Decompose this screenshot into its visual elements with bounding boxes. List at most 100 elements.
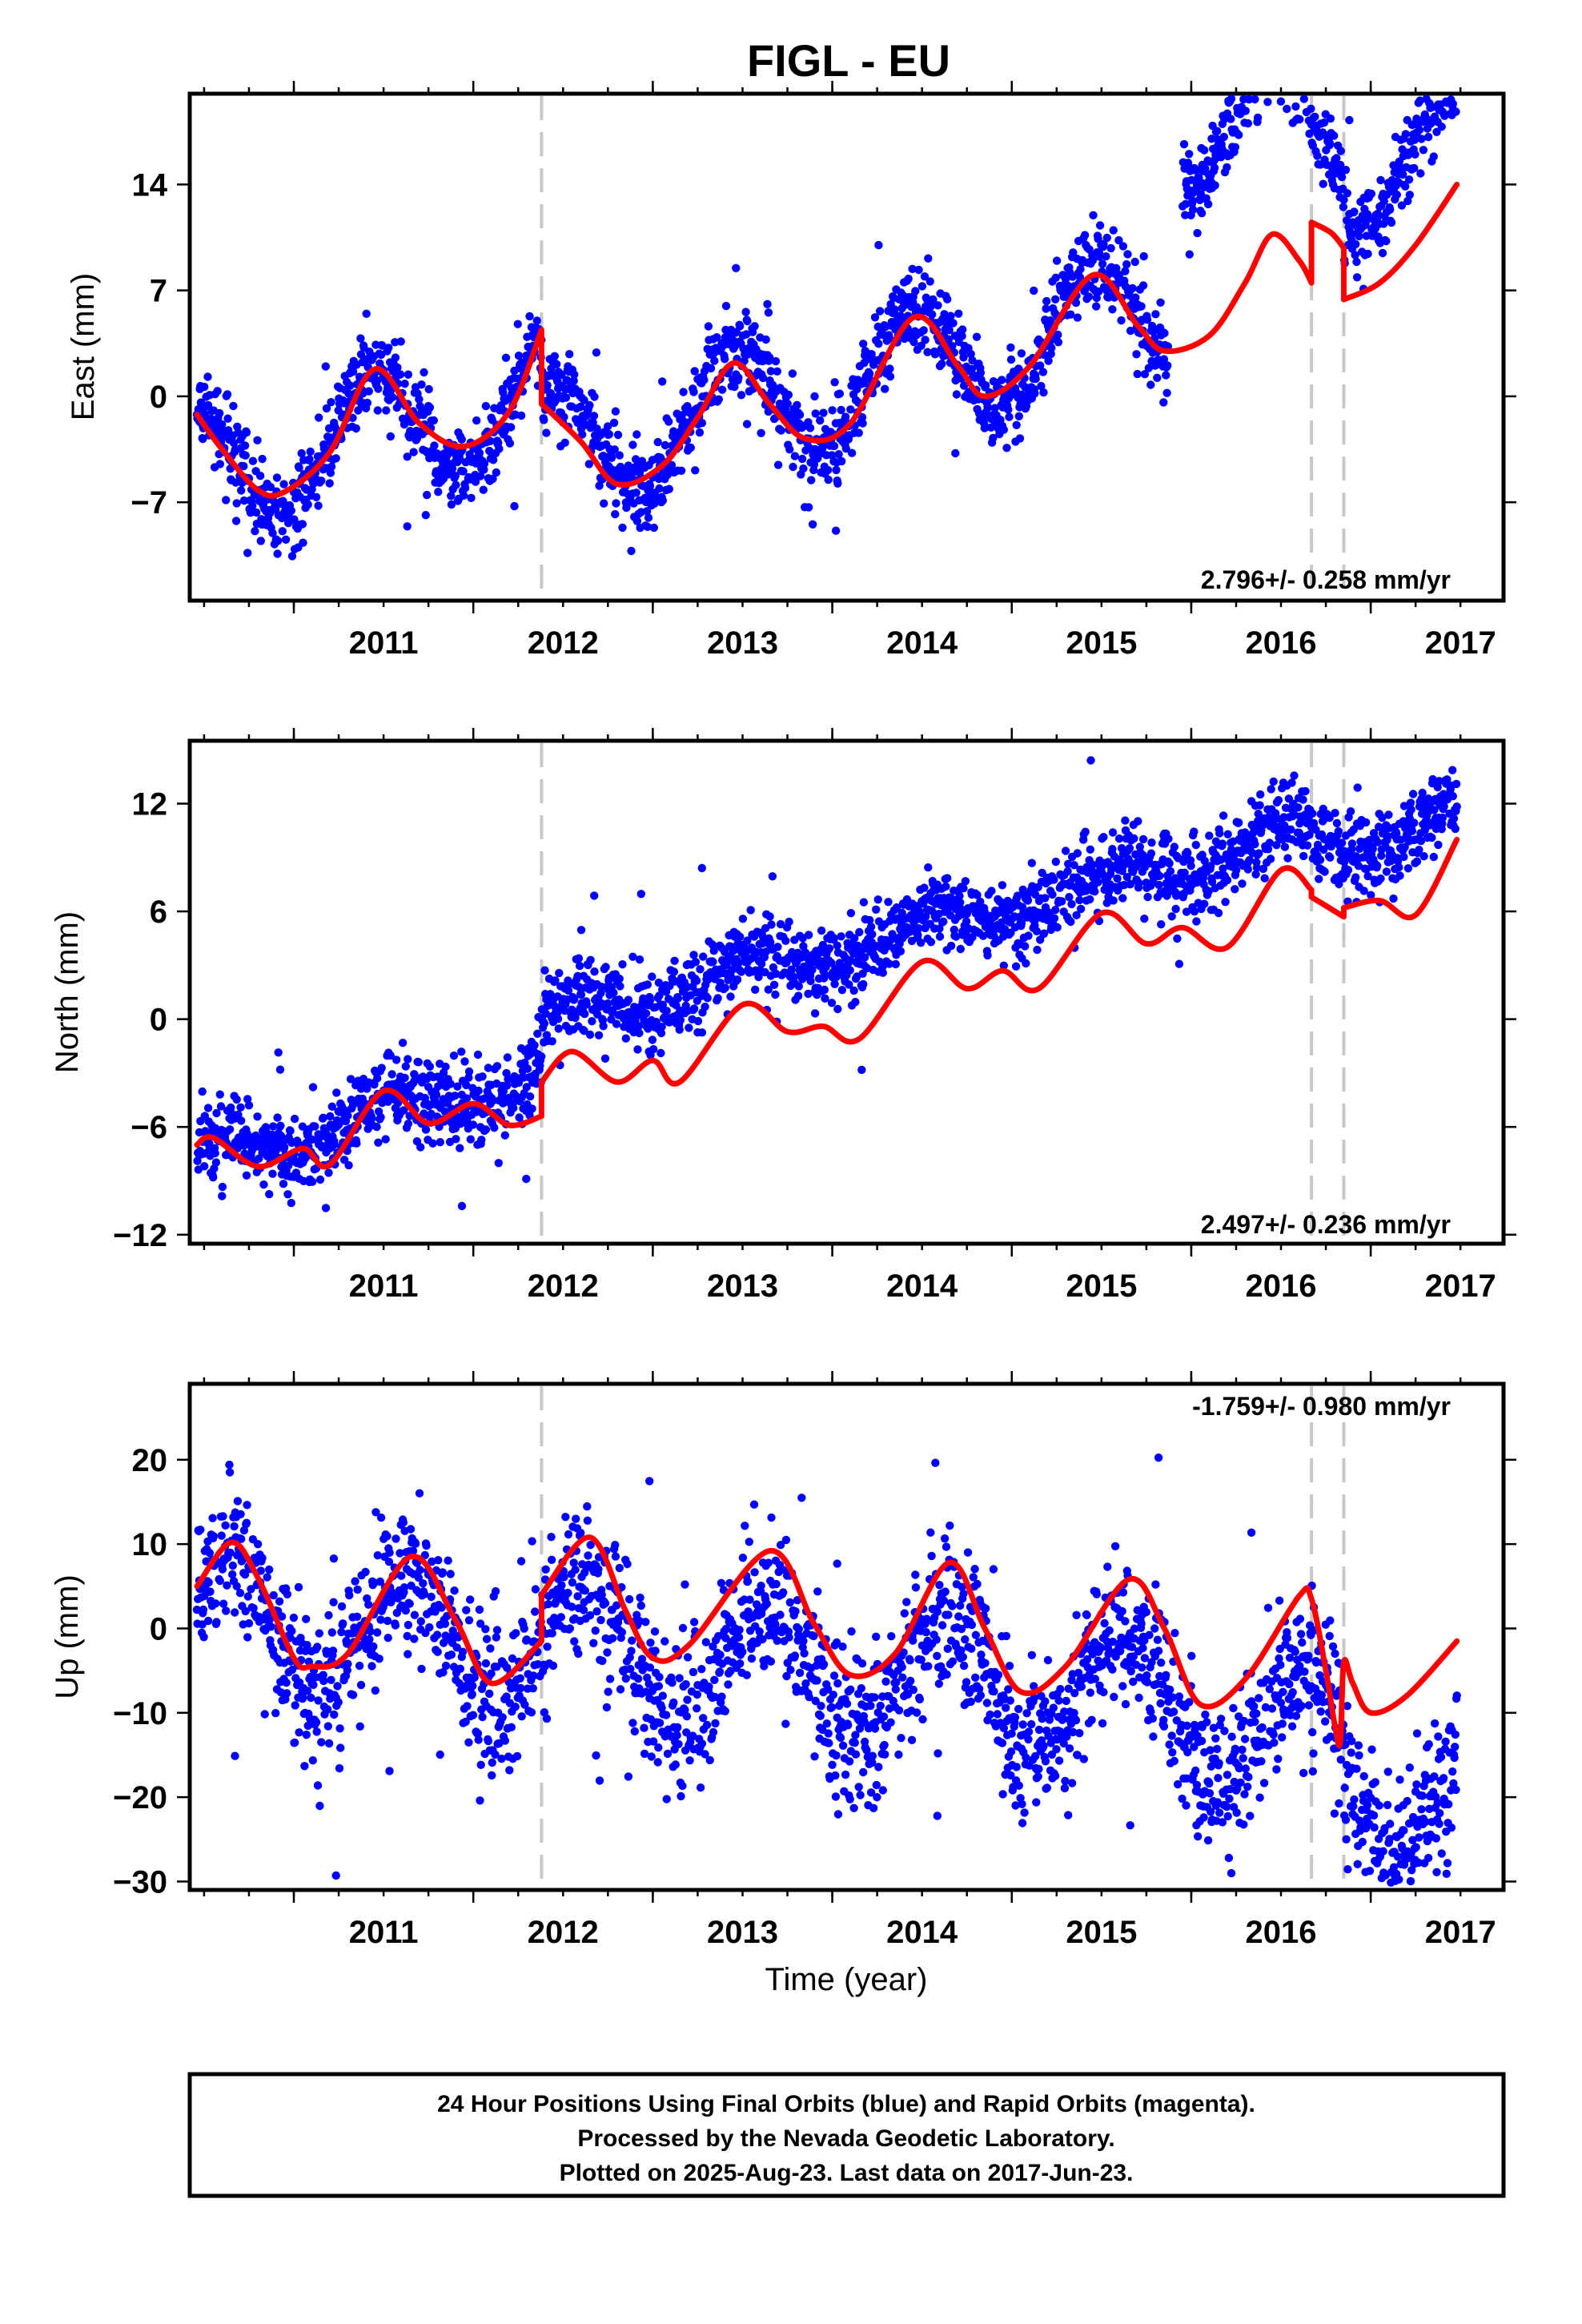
east-y-tick-label: −7 xyxy=(130,485,167,521)
north-data-point xyxy=(1256,790,1265,799)
east-data-point xyxy=(1378,248,1387,258)
up-data-point xyxy=(361,1567,370,1577)
north-data-point xyxy=(428,1139,437,1148)
north-data-point xyxy=(1048,890,1057,899)
north-data-point xyxy=(873,895,882,904)
east-data-point xyxy=(658,377,667,386)
east-data-point xyxy=(223,390,232,399)
north-data-point xyxy=(392,1055,401,1064)
east-data-point xyxy=(452,480,460,489)
north-data-point xyxy=(662,1007,671,1015)
north-data-point xyxy=(211,1158,221,1167)
east-data-point xyxy=(795,410,805,420)
north-data-point xyxy=(576,990,586,999)
north-data-point xyxy=(490,1124,499,1132)
east-data-point xyxy=(761,335,770,344)
east-data-point xyxy=(810,392,819,401)
north-fit-curve xyxy=(194,836,1460,1170)
up-data-point xyxy=(317,1738,326,1747)
up-data-point xyxy=(230,1522,239,1531)
east-data-point xyxy=(837,456,846,466)
east-data-point xyxy=(396,337,405,346)
north-data-point xyxy=(1051,857,1061,866)
east-data-point xyxy=(229,401,238,411)
north-data-point xyxy=(381,1135,390,1144)
north-data-point xyxy=(691,958,701,967)
north-data-point xyxy=(806,976,815,986)
east-data-point xyxy=(951,448,960,458)
north-data-point xyxy=(896,947,905,956)
north-data-point xyxy=(643,980,652,989)
east-data-point xyxy=(256,537,265,545)
east-data-point xyxy=(958,325,967,334)
north-x-tick-label: 2016 xyxy=(1246,1269,1317,1304)
east-data-point xyxy=(737,391,746,400)
north-data-point xyxy=(669,967,679,976)
up-data-point xyxy=(311,1718,321,1727)
east-data-point xyxy=(603,422,612,431)
east-data-point xyxy=(1341,166,1351,175)
east-fit-curve xyxy=(194,181,1460,499)
north-data-point xyxy=(1192,917,1201,926)
east-data-point xyxy=(600,499,608,508)
east-data-point xyxy=(1137,302,1146,311)
north-data-point xyxy=(1303,841,1312,850)
north-data-point xyxy=(785,917,793,927)
north-data-point xyxy=(846,909,856,918)
east-data-point xyxy=(588,418,597,427)
north-data-point xyxy=(1143,892,1152,902)
north-data-point xyxy=(1073,849,1082,858)
north-data-point xyxy=(599,1022,608,1031)
east-data-point xyxy=(297,448,306,458)
east-data-point xyxy=(830,378,839,387)
east-data-point xyxy=(793,400,801,409)
up-data-point xyxy=(312,1727,321,1736)
north-data-point xyxy=(275,1065,285,1074)
east-data-point xyxy=(485,446,494,456)
east-y-tick-label: 0 xyxy=(150,380,167,415)
east-data-point xyxy=(1411,150,1419,159)
up-data-point xyxy=(337,1602,347,1611)
east-data-point xyxy=(404,370,413,379)
east-data-point xyxy=(690,367,699,376)
north-y-tick-label: 0 xyxy=(150,1003,167,1038)
north-data-point xyxy=(1050,875,1058,884)
north-data-point xyxy=(1451,824,1460,834)
north-data-point xyxy=(1384,810,1393,819)
east-data-point xyxy=(1241,107,1251,115)
east-data-point xyxy=(828,406,837,415)
north-data-point xyxy=(1190,827,1199,836)
north-data-point xyxy=(859,979,868,989)
east-data-point xyxy=(239,496,249,505)
east-data-point xyxy=(448,464,457,473)
north-data-point xyxy=(676,1015,685,1025)
north-data-point xyxy=(1429,852,1439,862)
east-data-point xyxy=(650,499,659,508)
north-data-point xyxy=(810,1009,820,1018)
east-data-point xyxy=(807,476,816,485)
east-data-point xyxy=(1263,98,1272,107)
north-data-point xyxy=(1235,818,1243,827)
east-data-point xyxy=(200,382,209,392)
north-data-point xyxy=(1063,866,1072,876)
east-data-point xyxy=(494,438,503,447)
north-data-point xyxy=(522,1174,531,1184)
east-data-point xyxy=(1392,191,1402,199)
east-data-point xyxy=(763,300,772,308)
east-data-point xyxy=(885,372,895,381)
east-data-point xyxy=(1219,132,1229,142)
north-data-point xyxy=(1382,867,1391,876)
east-data-point xyxy=(242,428,251,437)
north-data-point xyxy=(1218,839,1227,848)
north-data-point xyxy=(265,1190,274,1199)
up-data-point xyxy=(243,1633,252,1642)
north-data-point xyxy=(868,930,877,939)
east-data-point xyxy=(677,466,686,475)
east-data-point xyxy=(981,381,990,390)
north-data-point xyxy=(1238,879,1247,888)
east-data-point xyxy=(653,437,662,447)
east-data-point xyxy=(1122,259,1131,269)
east-data-point xyxy=(532,316,541,325)
east-data-point xyxy=(1307,104,1315,113)
north-data-point xyxy=(1449,814,1459,823)
